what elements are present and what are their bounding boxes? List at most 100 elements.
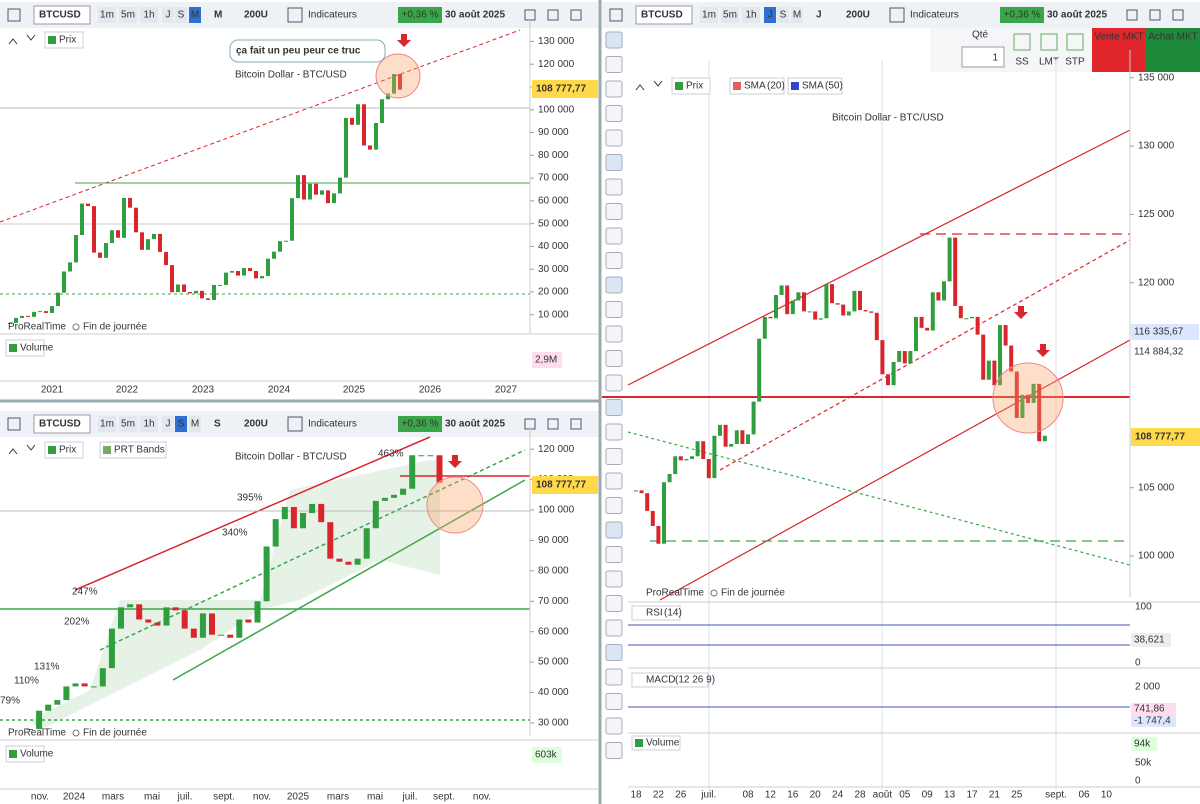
timeframe-button[interactable] bbox=[162, 7, 174, 23]
timeframe-button[interactable] bbox=[140, 7, 158, 23]
rsi-label: RSI bbox=[646, 608, 663, 619]
window-button[interactable] bbox=[1172, 9, 1184, 21]
timeframe-button[interactable] bbox=[98, 7, 116, 23]
candle bbox=[964, 318, 969, 320]
candle bbox=[356, 104, 360, 125]
units[interactable]: 200U bbox=[244, 10, 268, 21]
drawing-tool[interactable] bbox=[605, 374, 623, 392]
timeframe-button[interactable] bbox=[700, 7, 718, 23]
timeframe-button[interactable] bbox=[742, 7, 760, 23]
indicators[interactable]: Indicateurs bbox=[308, 10, 357, 21]
status-dot bbox=[72, 323, 80, 331]
candle bbox=[344, 117, 348, 178]
timeframe-button[interactable] bbox=[189, 416, 201, 432]
order-type-icon[interactable] bbox=[1013, 33, 1031, 51]
drawing-tool[interactable] bbox=[605, 105, 623, 122]
legend-label: Prix bbox=[59, 445, 76, 456]
period[interactable]: M bbox=[214, 10, 222, 21]
drawing-tool[interactable] bbox=[605, 521, 623, 539]
qty-input[interactable] bbox=[961, 46, 1005, 68]
timeframe-button[interactable] bbox=[721, 7, 739, 23]
drawing-tool[interactable] bbox=[605, 619, 623, 637]
candle bbox=[266, 258, 270, 277]
drawing-tool[interactable] bbox=[605, 301, 623, 318]
bands-area bbox=[30, 460, 440, 730]
arrow bbox=[448, 455, 462, 468]
order-type-icon[interactable] bbox=[1040, 33, 1058, 51]
drawing-tool[interactable] bbox=[605, 80, 623, 98]
window-button[interactable] bbox=[1149, 9, 1161, 21]
drawing-line bbox=[0, 29, 521, 223]
drawing-tool[interactable] bbox=[605, 154, 623, 171]
drawing-tool[interactable] bbox=[605, 31, 623, 49]
drawing-tool[interactable] bbox=[605, 595, 623, 612]
drawing-tool[interactable] bbox=[605, 570, 623, 588]
candle bbox=[218, 634, 225, 636]
timeframe-button[interactable] bbox=[119, 416, 137, 432]
candle bbox=[354, 558, 361, 565]
drawing-tool[interactable] bbox=[605, 129, 623, 147]
legend-box[interactable] bbox=[729, 77, 785, 95]
drawing-tool[interactable] bbox=[605, 546, 623, 563]
drawing-tool[interactable] bbox=[605, 472, 623, 490]
symbol-box[interactable] bbox=[33, 5, 91, 25]
drawing-tool[interactable] bbox=[605, 252, 623, 269]
window-button[interactable] bbox=[570, 9, 582, 21]
timeframe-button[interactable] bbox=[777, 7, 789, 23]
candle bbox=[104, 243, 108, 258]
timeframe-button[interactable] bbox=[189, 7, 201, 23]
buy-label: Achat MKT bbox=[1148, 32, 1197, 43]
candle bbox=[381, 497, 388, 501]
order-type-icon[interactable] bbox=[1066, 33, 1084, 51]
sell-button[interactable] bbox=[1092, 28, 1146, 72]
legend-box[interactable] bbox=[99, 441, 167, 459]
symbol-box[interactable] bbox=[635, 5, 693, 25]
drawing-tool[interactable] bbox=[605, 742, 623, 759]
timeframe-button[interactable] bbox=[175, 7, 187, 23]
drawing-tool[interactable] bbox=[605, 178, 623, 196]
drawing-tool[interactable] bbox=[605, 644, 623, 661]
window-button[interactable] bbox=[1126, 9, 1138, 21]
candle bbox=[236, 619, 243, 638]
legend-box[interactable] bbox=[631, 605, 681, 621]
drawing-tool[interactable] bbox=[605, 276, 623, 294]
drawing-tool[interactable] bbox=[605, 325, 623, 343]
drawing-tool[interactable] bbox=[605, 423, 623, 441]
buy-button[interactable] bbox=[1146, 28, 1200, 72]
period[interactable]: S bbox=[214, 419, 221, 430]
drawing-tool[interactable] bbox=[605, 717, 623, 735]
timeframe-button[interactable] bbox=[175, 416, 187, 432]
x-tick-label: nov. bbox=[31, 792, 49, 803]
drawing-tool[interactable] bbox=[605, 227, 623, 245]
y-tick-label: 60 000 bbox=[538, 626, 569, 637]
indicators[interactable]: Indicateurs bbox=[910, 10, 959, 21]
candle bbox=[122, 197, 126, 238]
units[interactable]: 200U bbox=[846, 10, 870, 21]
candle bbox=[902, 351, 907, 364]
window-button[interactable] bbox=[547, 9, 559, 21]
drawing-tool[interactable] bbox=[605, 448, 623, 465]
highlight-circle bbox=[426, 476, 484, 534]
drawing-tool[interactable] bbox=[605, 497, 623, 514]
units[interactable]: 200U bbox=[244, 419, 268, 430]
drawing-tool[interactable] bbox=[605, 668, 623, 686]
drawing-tool[interactable] bbox=[605, 350, 623, 367]
timeframe-button[interactable] bbox=[791, 7, 803, 23]
timeframe-button[interactable] bbox=[119, 7, 137, 23]
timeframe-button[interactable] bbox=[764, 7, 776, 23]
drawing-tool[interactable] bbox=[605, 203, 623, 220]
period[interactable]: J bbox=[816, 10, 822, 21]
timeframe-button[interactable] bbox=[98, 416, 116, 432]
window-button[interactable] bbox=[570, 418, 582, 430]
timeframe-button[interactable] bbox=[162, 416, 174, 432]
indicators[interactable]: Indicateurs bbox=[308, 419, 357, 430]
drawing-tool[interactable] bbox=[605, 399, 623, 416]
window-button[interactable] bbox=[547, 418, 559, 430]
legend-box[interactable] bbox=[631, 735, 681, 751]
timeframe-button[interactable] bbox=[140, 416, 158, 432]
drawing-tool[interactable] bbox=[605, 56, 623, 73]
legend-box[interactable] bbox=[787, 77, 843, 95]
drawing-tool[interactable] bbox=[605, 693, 623, 710]
legend-box[interactable] bbox=[631, 672, 709, 688]
symbol-box[interactable] bbox=[33, 414, 91, 434]
